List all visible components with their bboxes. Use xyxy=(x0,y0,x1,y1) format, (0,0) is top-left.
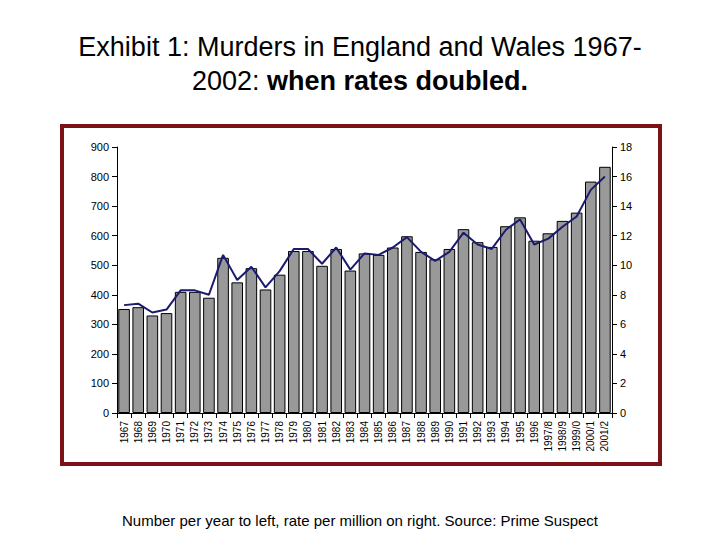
svg-text:300: 300 xyxy=(91,318,109,330)
svg-text:1979: 1979 xyxy=(288,421,299,444)
svg-text:1968: 1968 xyxy=(133,421,144,444)
svg-text:1977: 1977 xyxy=(260,421,271,444)
svg-text:10: 10 xyxy=(620,259,632,271)
svg-text:16: 16 xyxy=(620,171,632,183)
svg-text:1972: 1972 xyxy=(189,421,200,444)
svg-text:1984: 1984 xyxy=(359,421,370,444)
svg-text:1976: 1976 xyxy=(246,421,257,444)
svg-text:14: 14 xyxy=(620,200,632,212)
svg-text:1983: 1983 xyxy=(345,421,356,444)
svg-text:12: 12 xyxy=(620,230,632,242)
svg-text:1981: 1981 xyxy=(317,421,328,444)
html-text:Exhibit 1: Murders in England: Exhibit 1: Murders in England and Wales … xyxy=(78,32,642,96)
svg-text:1993: 1993 xyxy=(486,421,497,444)
svg-text:1974: 1974 xyxy=(218,421,229,444)
svg-text:600: 600 xyxy=(91,230,109,242)
svg-text:700: 700 xyxy=(91,200,109,212)
svg-text:1988: 1988 xyxy=(416,421,427,444)
svg-text:1990: 1990 xyxy=(444,421,455,444)
svg-text:2000/1: 2000/1 xyxy=(585,421,596,452)
svg-text:1995: 1995 xyxy=(515,421,526,444)
html-text:Number per year to left, rate: Number per year to left, rate per millio… xyxy=(122,512,598,529)
svg-text:200: 200 xyxy=(91,348,109,360)
svg-text:1973: 1973 xyxy=(203,421,214,444)
svg-text:1997/8: 1997/8 xyxy=(543,421,554,452)
svg-text:1970: 1970 xyxy=(161,421,172,444)
svg-text:8: 8 xyxy=(620,289,626,301)
svg-text:1989: 1989 xyxy=(430,421,441,444)
svg-text:400: 400 xyxy=(91,289,109,301)
svg-text:1975: 1975 xyxy=(232,421,243,444)
svg-text:1987: 1987 xyxy=(401,421,412,444)
svg-text:100: 100 xyxy=(91,377,109,389)
svg-text:1967: 1967 xyxy=(119,421,130,444)
svg-text:1985: 1985 xyxy=(373,421,384,444)
svg-text:2001/2: 2001/2 xyxy=(599,421,610,452)
svg-text:1998/9: 1998/9 xyxy=(557,421,568,452)
svg-text:1982: 1982 xyxy=(331,421,342,444)
svg-text:0: 0 xyxy=(620,407,626,419)
svg-text:900: 900 xyxy=(91,141,109,153)
svg-text:1980: 1980 xyxy=(302,421,313,444)
svg-text:1996: 1996 xyxy=(529,421,540,444)
svg-text:500: 500 xyxy=(91,259,109,271)
svg-text:18: 18 xyxy=(620,141,632,153)
svg-text:800: 800 xyxy=(91,171,109,183)
svg-text:6: 6 xyxy=(620,318,626,330)
svg-text:1978: 1978 xyxy=(274,421,285,444)
svg-text:2: 2 xyxy=(620,377,626,389)
svg-text:0: 0 xyxy=(103,407,109,419)
svg-text:4: 4 xyxy=(620,348,626,360)
svg-text:1994: 1994 xyxy=(500,421,511,444)
svg-text:1992: 1992 xyxy=(472,421,483,444)
svg-text:1999/0: 1999/0 xyxy=(571,421,582,452)
svg-text:1971: 1971 xyxy=(175,421,186,444)
svg-text:1991: 1991 xyxy=(458,421,469,444)
svg-text:1969: 1969 xyxy=(147,421,158,444)
svg-text:1986: 1986 xyxy=(387,421,398,444)
